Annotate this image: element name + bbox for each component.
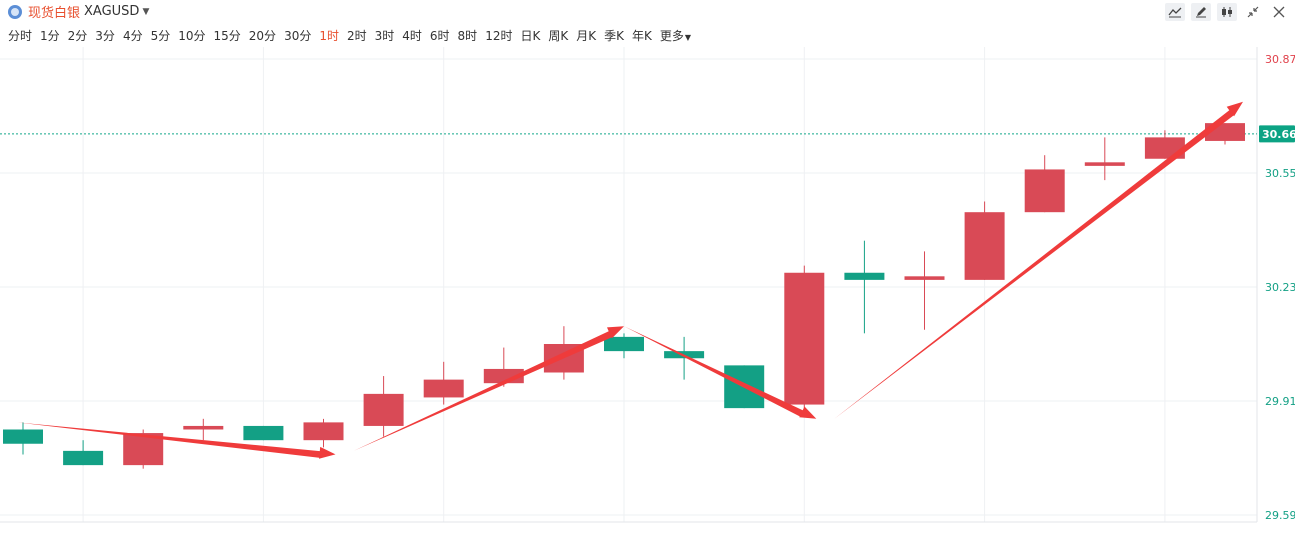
period-tab[interactable]: 分时 xyxy=(8,28,33,43)
period-tab[interactable]: 4时 xyxy=(402,28,422,43)
period-tab[interactable]: 3分 xyxy=(95,28,115,43)
candle xyxy=(363,376,404,437)
price-tick-label: 29.91 xyxy=(1265,395,1295,408)
period-tab[interactable]: 更多▼ xyxy=(659,28,692,43)
trend-arrow-shape xyxy=(624,326,817,419)
candle xyxy=(423,361,464,405)
period-tab[interactable]: 3时 xyxy=(374,28,395,43)
trend-arrow-shape xyxy=(353,326,624,451)
last-price-tag: 30.66 xyxy=(1259,125,1295,143)
period-tab[interactable]: 季K xyxy=(604,28,624,43)
candle xyxy=(3,422,43,455)
period-tab[interactable]: 4分 xyxy=(122,28,143,43)
candle xyxy=(844,240,885,334)
price-tick-label: 30.55 xyxy=(1265,167,1295,180)
period-tab[interactable]: 2时 xyxy=(346,28,367,43)
candle-body xyxy=(844,272,885,280)
candle xyxy=(964,201,1005,280)
candle-body xyxy=(303,422,344,441)
candle xyxy=(1084,137,1125,181)
period-tab[interactable]: 12时 xyxy=(485,28,513,43)
candle xyxy=(303,418,344,448)
trend-arrow xyxy=(834,101,1243,419)
period-tab[interactable]: 5分 xyxy=(150,28,171,43)
candle-body xyxy=(243,425,284,441)
candle-body xyxy=(904,276,945,280)
symbol-code: XAGUSD xyxy=(84,4,140,19)
period-tab[interactable]: 日K xyxy=(520,28,541,43)
candlestick-icon[interactable] xyxy=(1217,3,1237,21)
trend-arrow xyxy=(17,422,336,459)
collapse-icon[interactable] xyxy=(1243,3,1263,21)
period-tab[interactable]: 15分 xyxy=(213,28,241,43)
period-tab[interactable]: 20分 xyxy=(248,28,277,43)
candle xyxy=(63,440,104,466)
price-tick-label: 30.87 xyxy=(1265,53,1295,66)
trend-arrow xyxy=(353,326,624,451)
trend-arrow xyxy=(624,326,817,419)
chart-grid xyxy=(0,47,1257,522)
candle-body xyxy=(784,272,825,405)
candle-body xyxy=(183,425,224,430)
period-tabs: 分时 1分 2分 3分 4分 5分 10分 15分 20分 30分 1时 2时 3时 4时 6时 8时 12时日… xyxy=(0,26,691,44)
chart-header: 现货白银 XAGUSD ▼ xyxy=(0,0,1295,22)
candle-body xyxy=(423,379,464,398)
period-tab[interactable]: 月K xyxy=(576,28,597,43)
symbol-selector[interactable]: 现货白银 XAGUSD ▼ xyxy=(8,2,149,21)
last-price-tag-bg xyxy=(1259,125,1295,143)
trend-arrow-shape xyxy=(834,101,1243,419)
candle-body xyxy=(604,336,644,352)
period-tab[interactable]: 1分 xyxy=(40,28,60,43)
chevron-down-icon: ▼ xyxy=(142,6,150,17)
period-tab[interactable]: 8时 xyxy=(457,28,478,43)
period-tab[interactable]: 6时 xyxy=(429,28,450,43)
trend-arrows xyxy=(17,101,1243,459)
candle xyxy=(604,333,644,359)
candle xyxy=(1024,155,1065,213)
symbol-name: 现货白银 xyxy=(28,6,81,21)
candle xyxy=(243,425,284,441)
price-axis-labels: 30.87 30.55 30.23 29.91 29.59 xyxy=(1265,53,1295,522)
chart-toolbar xyxy=(1165,3,1289,21)
candle xyxy=(904,251,945,330)
period-tab[interactable]: 10分 xyxy=(178,28,206,43)
candle-body xyxy=(3,429,43,444)
pencil-icon[interactable] xyxy=(1191,3,1211,21)
price-tick-label: 30.23 xyxy=(1265,281,1295,294)
candle-body xyxy=(964,212,1005,280)
trend-arrow-shape xyxy=(17,422,336,459)
period-tab[interactable]: 年K xyxy=(631,28,652,43)
period-tab[interactable]: 周K xyxy=(548,28,569,43)
candle xyxy=(183,418,224,441)
candle-body xyxy=(63,450,104,466)
candle-body xyxy=(1084,162,1125,166)
chevron-down-icon: ▼ xyxy=(684,32,692,42)
period-tab[interactable]: 1时 xyxy=(319,28,339,43)
period-tab[interactable]: 2分 xyxy=(67,28,88,43)
candle-body xyxy=(1024,169,1065,213)
candle xyxy=(664,336,705,380)
line-tool-icon[interactable] xyxy=(1165,3,1185,21)
candle xyxy=(784,265,825,412)
candle-body xyxy=(363,393,404,426)
price-tick-label: 29.59 xyxy=(1265,509,1295,522)
period-tab[interactable]: 30分 xyxy=(284,28,312,43)
last-price-tag-label: 30.66 xyxy=(1262,128,1295,141)
close-icon[interactable] xyxy=(1269,3,1289,21)
silver-coin-icon xyxy=(8,4,22,19)
